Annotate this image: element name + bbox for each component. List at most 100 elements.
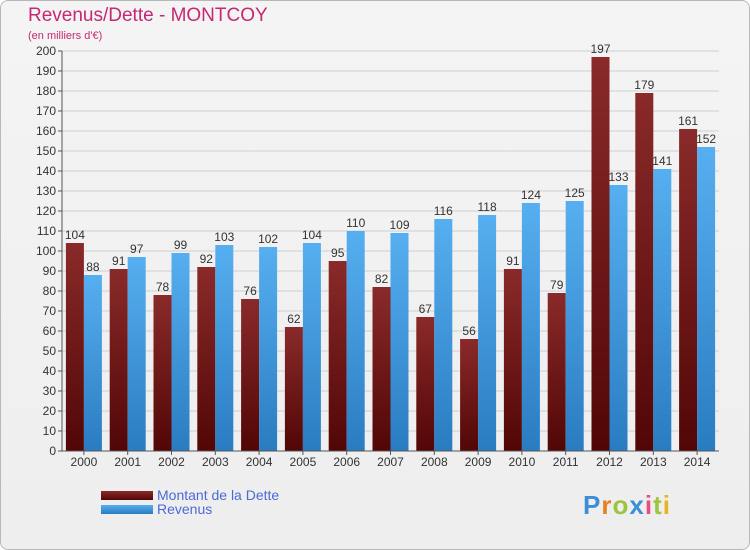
data-label: 88 [86, 260, 100, 274]
data-label: 97 [130, 242, 144, 256]
data-label: 179 [634, 78, 654, 92]
data-label: 118 [478, 200, 497, 214]
data-label: 95 [331, 246, 345, 260]
data-label: 110 [346, 216, 365, 230]
legend-item-dette: Montant de la Dette [101, 487, 280, 503]
bar-revenus [346, 231, 365, 451]
x-tick-label: 2011 [553, 455, 579, 469]
bar-revenus [434, 219, 453, 451]
data-label: 124 [521, 188, 541, 202]
data-label: 62 [287, 312, 301, 326]
x-tick-label: 2014 [684, 455, 711, 469]
bars [65, 57, 716, 451]
bar-dette [284, 327, 303, 451]
y-tick-label: 70 [43, 304, 57, 318]
x-tick-label: 2006 [333, 455, 360, 469]
bar-revenus [215, 245, 234, 451]
y-tick-label: 100 [36, 244, 56, 258]
proxiti-logo: Proxiti [583, 490, 671, 520]
x-tick-label: 2009 [465, 455, 492, 469]
x-tick-label: 2003 [202, 455, 229, 469]
bar-revenus [565, 201, 584, 451]
x-tick-label: 2002 [158, 455, 185, 469]
bar-dette [547, 293, 566, 451]
y-tick-label: 140 [36, 164, 56, 178]
data-label: 92 [200, 252, 214, 266]
x-tick-label: 2001 [114, 455, 141, 469]
y-tick-label: 180 [36, 84, 56, 98]
y-tick-label: 0 [49, 444, 56, 458]
bar-dette [109, 269, 128, 451]
data-label: 116 [434, 204, 453, 218]
bar-dette [372, 287, 391, 451]
data-label: 99 [174, 238, 188, 252]
y-tick-label: 150 [36, 144, 56, 158]
y-tick-label: 80 [43, 284, 57, 298]
y-tick-label: 10 [43, 424, 57, 438]
bar-revenus [653, 169, 672, 451]
data-label: 141 [652, 154, 672, 168]
bar-revenus [302, 243, 321, 451]
x-tick-label: 2007 [377, 455, 404, 469]
y-tick-label: 170 [36, 104, 56, 118]
bar-dette [153, 295, 172, 451]
x-axis-ticks: 2000 2001 2002 2003 2004 2005 2006 2007 2008 2009… [71, 451, 711, 469]
x-tick-label: 2000 [71, 455, 98, 469]
bar-dette [197, 267, 216, 451]
y-tick-label: 60 [43, 324, 57, 338]
x-tick-label: 2008 [421, 455, 448, 469]
bar-dette [416, 317, 435, 451]
data-label: 103 [214, 230, 234, 244]
bar-dette [503, 269, 522, 451]
legend-swatch-dette [101, 490, 153, 500]
data-label: 79 [550, 278, 564, 292]
y-tick-label: 130 [36, 184, 56, 198]
bar-revenus [609, 185, 628, 451]
legend-swatch-revenus [101, 504, 153, 514]
y-tick-label: 200 [36, 44, 56, 58]
x-tick-label: 2010 [509, 455, 536, 469]
y-tick-label: 190 [36, 64, 56, 78]
bar-revenus [478, 215, 497, 451]
data-label: 91 [506, 254, 520, 268]
data-label: 76 [243, 284, 257, 298]
y-tick-label: 50 [43, 344, 57, 358]
bar-revenus [83, 275, 102, 451]
chart-subtitle: (en milliers d'€) [28, 30, 103, 42]
data-label: 197 [590, 42, 610, 56]
data-label: 91 [112, 254, 126, 268]
bar-revenus [171, 253, 190, 451]
y-tick-label: 110 [37, 224, 56, 238]
y-tick-label: 40 [43, 364, 57, 378]
data-label: 102 [258, 232, 278, 246]
x-tick-label: 2012 [596, 455, 623, 469]
data-label: 104 [302, 228, 322, 242]
y-tick-label: 120 [36, 204, 56, 218]
legend-label-dette: Montant de la Dette [157, 487, 280, 503]
x-tick-label: 2005 [290, 455, 317, 469]
data-label: 133 [608, 170, 628, 184]
bar-dette [635, 93, 654, 451]
data-label: 67 [419, 302, 433, 316]
bar-revenus [259, 247, 278, 451]
data-label: 56 [462, 324, 476, 338]
bar-dette [460, 339, 479, 451]
bar-dette [328, 261, 347, 451]
legend-label-revenus: Revenus [157, 501, 213, 517]
bar-revenus [697, 147, 716, 451]
bar-revenus [390, 233, 409, 451]
y-tick-label: 20 [43, 404, 57, 418]
x-tick-label: 2004 [246, 455, 273, 469]
bar-dette [679, 129, 698, 451]
y-tick-label: 160 [36, 124, 56, 138]
y-tick-label: 90 [43, 264, 57, 278]
bar-dette [65, 243, 84, 451]
bar-dette [591, 57, 610, 451]
data-label: 78 [156, 280, 170, 294]
chart-title: Revenus/Dette - MONTCOY [28, 5, 268, 26]
data-label: 82 [375, 272, 389, 286]
y-tick-label: 30 [43, 384, 57, 398]
y-axis-ticks: 0 10 20 30 40 50 60 70 80 90 100 110 120 130 140 150 160… [36, 44, 62, 458]
